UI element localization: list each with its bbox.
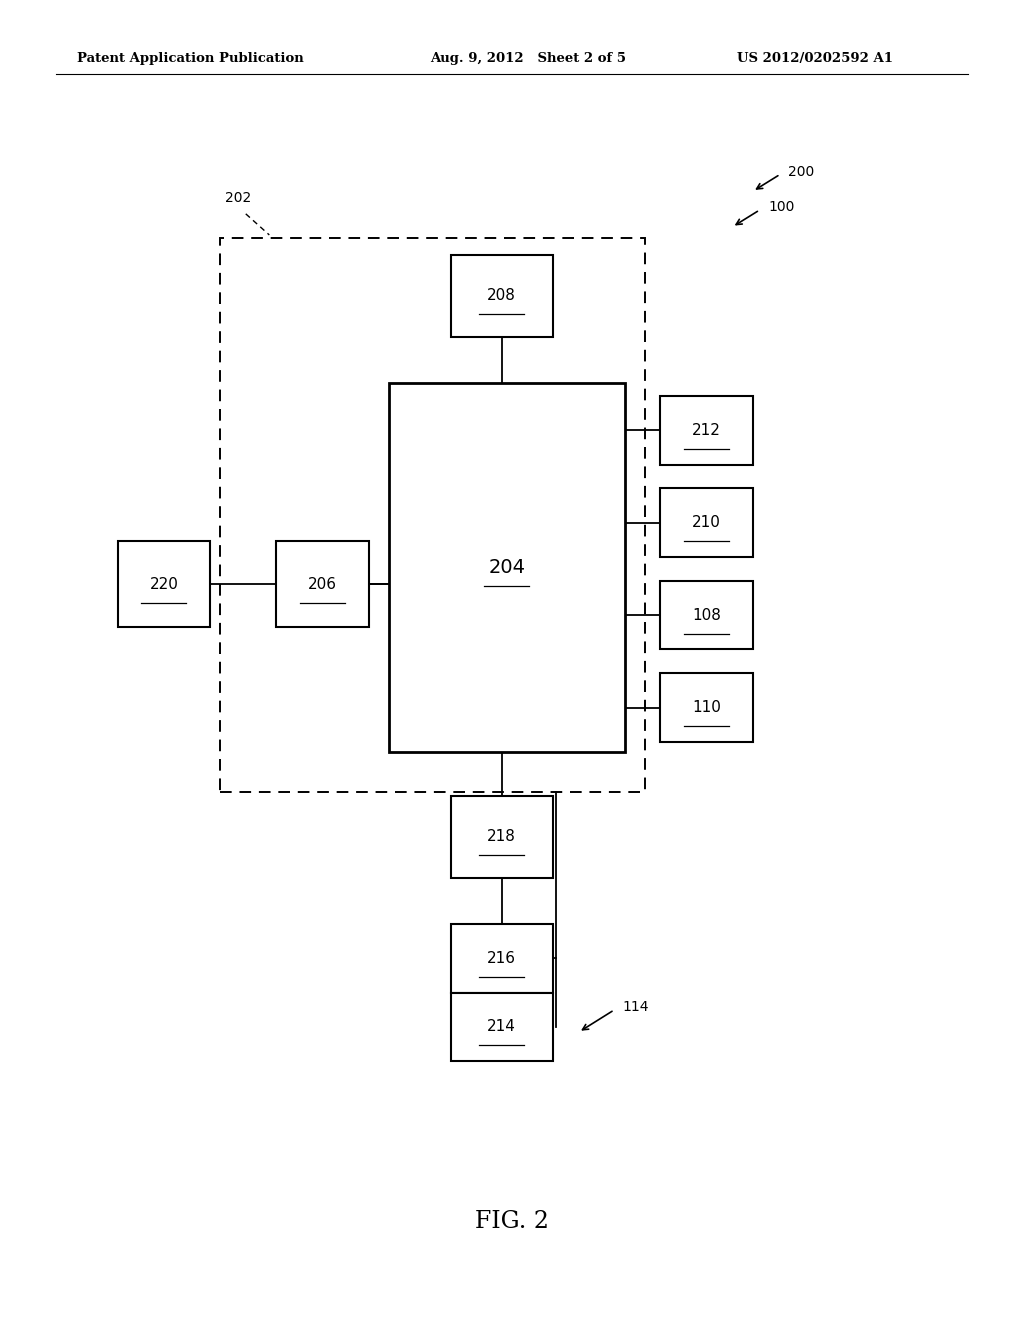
- Text: 208: 208: [487, 288, 516, 304]
- Bar: [451, 993, 553, 1061]
- Text: 214: 214: [487, 1019, 516, 1035]
- Bar: [118, 541, 210, 627]
- Bar: [660, 488, 753, 557]
- Text: 110: 110: [692, 700, 721, 715]
- Text: Patent Application Publication: Patent Application Publication: [77, 51, 303, 65]
- Bar: [660, 581, 753, 649]
- Bar: [451, 255, 553, 337]
- Text: 200: 200: [788, 165, 815, 178]
- Bar: [389, 383, 625, 752]
- Bar: [451, 796, 553, 878]
- Text: 206: 206: [308, 577, 337, 591]
- Text: 100: 100: [768, 201, 795, 214]
- Text: 114: 114: [623, 1001, 649, 1014]
- Bar: [220, 238, 645, 792]
- Text: 220: 220: [150, 577, 178, 591]
- Text: 108: 108: [692, 607, 721, 623]
- Text: US 2012/0202592 A1: US 2012/0202592 A1: [737, 51, 893, 65]
- Bar: [276, 541, 369, 627]
- Bar: [660, 396, 753, 465]
- Text: 210: 210: [692, 515, 721, 531]
- Text: 212: 212: [692, 422, 721, 438]
- Text: 218: 218: [487, 829, 516, 845]
- Bar: [451, 924, 553, 993]
- Text: Aug. 9, 2012   Sheet 2 of 5: Aug. 9, 2012 Sheet 2 of 5: [430, 51, 626, 65]
- Text: 202: 202: [225, 190, 252, 205]
- Text: 204: 204: [488, 558, 525, 577]
- Text: FIG. 2: FIG. 2: [475, 1209, 549, 1233]
- Bar: [660, 673, 753, 742]
- Text: 216: 216: [487, 950, 516, 966]
